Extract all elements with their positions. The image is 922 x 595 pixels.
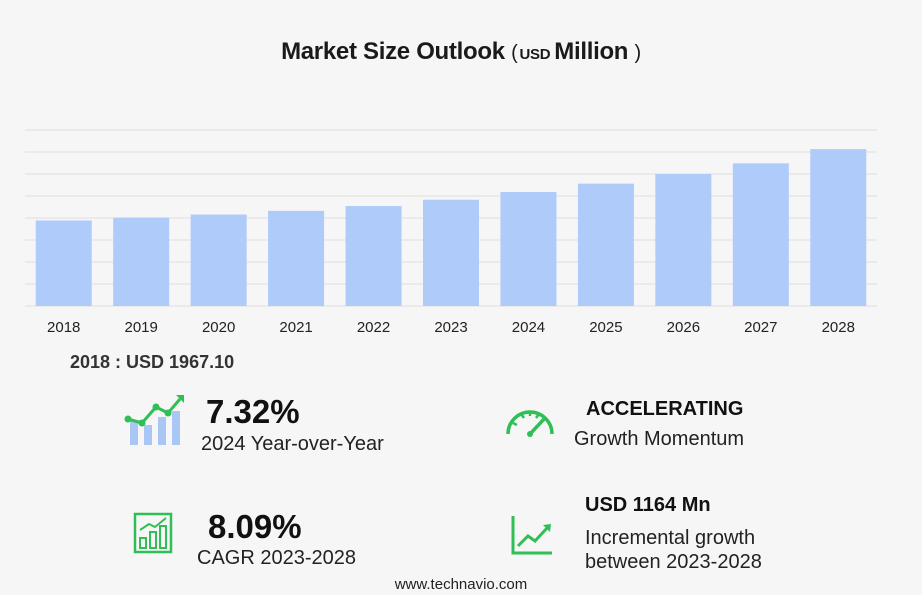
x-tick-label-2024: 2024 [512,319,545,336]
yoy-value: 7.32% [206,393,300,430]
chart-title: Market Size Outlook (USD Million ) [0,38,922,66]
base-year-value: 2018 : USD 1967.10 [70,352,235,372]
bar-2026 [655,174,712,306]
yoy-label: 2024 Year-over-Year [201,433,384,455]
x-tick-label-2020: 2020 [202,319,235,336]
chart-bars [35,149,867,306]
x-tick-label-2023: 2023 [434,319,467,336]
bar-2023 [423,199,479,306]
growth-chart-icon [124,395,184,445]
cagr-value: 8.09% [208,508,302,545]
momentum-label: Growth Momentum [574,428,745,450]
speedometer-icon [506,410,554,437]
footer-url: www.technavio.com [394,576,528,593]
bar-2025 [577,183,634,306]
x-tick-label-2026: 2026 [667,319,700,336]
trend-up-icon [511,516,552,555]
bar-2027 [732,163,789,306]
bar-2018 [35,220,92,306]
x-tick-label-2027: 2027 [744,319,777,336]
x-tick-label-2028: 2028 [822,319,855,336]
bar-2020 [190,214,247,306]
bar-chart: 2018 2019 2020 2021 2022 2023 2024 2025 2026 2027… [25,129,877,336]
x-tick-label-2021: 2021 [279,319,312,336]
bar-2022 [345,206,402,306]
bar-chart-icon [133,512,173,554]
bar-2028 [810,149,867,306]
momentum-head: ACCELERATING [586,398,744,420]
incremental-label: Incremental growth between 2023-2028 [585,526,762,574]
bar-2019 [113,217,170,306]
x-tick-labels: 2018 2019 2020 2021 2022 2023 2024 2025 2026 2027… [47,319,855,336]
incremental-head: USD 1164 Mn [585,494,711,516]
incremental-label-line2: between 2023-2028 [585,551,762,573]
incremental-label-line1: Incremental growth [585,527,756,549]
title-paren-close: ) [634,42,642,64]
x-tick-label-2022: 2022 [357,319,390,336]
cagr-label: CAGR 2023-2028 [197,547,356,569]
x-tick-label-2025: 2025 [589,319,622,336]
title-main: Market Size Outlook [281,38,505,65]
x-tick-label-2019: 2019 [124,319,157,336]
title-paren-open: ( [511,42,518,64]
title-unit: Million [554,38,629,65]
bar-2024 [500,191,557,306]
x-tick-label-2018: 2018 [47,319,80,336]
bar-2021 [268,210,325,306]
title-unit-prefix: USD [519,46,551,63]
